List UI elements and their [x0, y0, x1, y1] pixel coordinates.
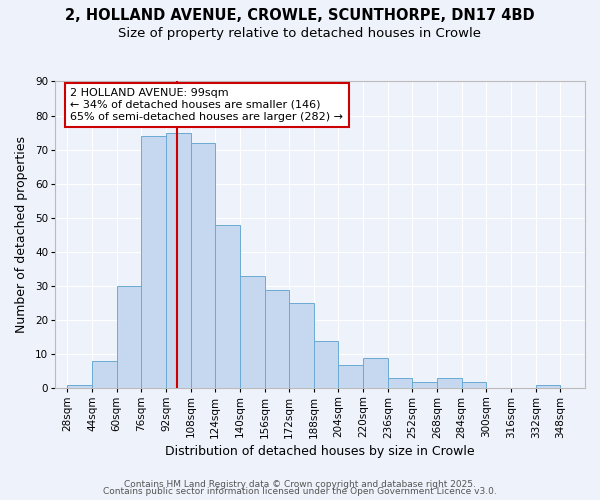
Bar [363, 358, 388, 388]
Bar [141, 136, 166, 388]
Bar [240, 276, 265, 388]
Text: Contains HM Land Registry data © Crown copyright and database right 2025.: Contains HM Land Registry data © Crown c… [124, 480, 476, 489]
Bar [67, 385, 92, 388]
Bar [215, 225, 240, 388]
Bar [289, 303, 314, 388]
Bar [338, 364, 363, 388]
X-axis label: Distribution of detached houses by size in Crowle: Distribution of detached houses by size … [165, 444, 475, 458]
Bar [265, 290, 289, 388]
Bar [412, 382, 437, 388]
Bar [388, 378, 412, 388]
Bar [116, 286, 141, 388]
Bar [437, 378, 462, 388]
Bar [92, 361, 116, 388]
Text: Contains public sector information licensed under the Open Government Licence v3: Contains public sector information licen… [103, 487, 497, 496]
Text: 2 HOLLAND AVENUE: 99sqm
← 34% of detached houses are smaller (146)
65% of semi-d: 2 HOLLAND AVENUE: 99sqm ← 34% of detache… [70, 88, 343, 122]
Text: 2, HOLLAND AVENUE, CROWLE, SCUNTHORPE, DN17 4BD: 2, HOLLAND AVENUE, CROWLE, SCUNTHORPE, D… [65, 8, 535, 22]
Bar [536, 385, 560, 388]
Y-axis label: Number of detached properties: Number of detached properties [15, 136, 28, 334]
Bar [191, 143, 215, 388]
Bar [166, 132, 191, 388]
Bar [462, 382, 487, 388]
Text: Size of property relative to detached houses in Crowle: Size of property relative to detached ho… [119, 28, 482, 40]
Bar [314, 340, 338, 388]
